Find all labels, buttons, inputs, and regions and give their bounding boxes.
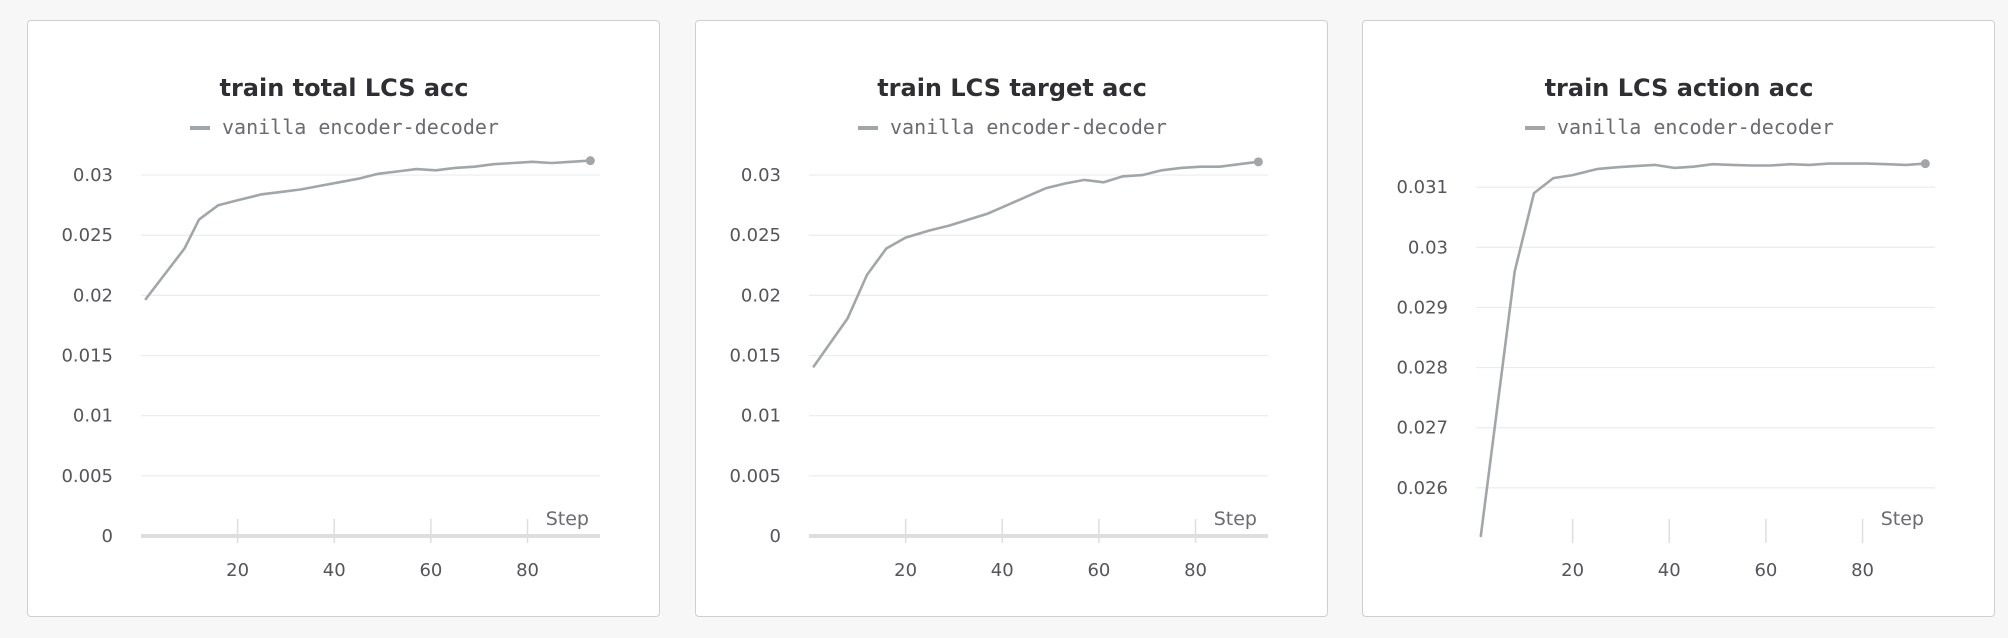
legend-label: vanilla encoder-decoder <box>890 115 1167 139</box>
y-tick-label: 0.025 <box>61 225 113 246</box>
y-tick-label: 0.03 <box>1408 237 1448 258</box>
series-end-point <box>1253 157 1263 167</box>
x-tick-label: 20 <box>894 560 917 581</box>
y-tick-label: 0.027 <box>1396 418 1448 439</box>
y-tick-label: 0.02 <box>73 285 113 306</box>
chart-svg: train LCS action acc vanilla encoder-dec… <box>1396 74 1935 581</box>
x-tick-label: 60 <box>1754 560 1777 581</box>
y-tick-label: 0.031 <box>1396 177 1448 198</box>
chart-panel-lcs-target-acc: train LCS target acc vanilla encoder-dec… <box>695 20 1328 617</box>
y-tick-label: 0.028 <box>1396 358 1448 379</box>
y-tick-label: 0 <box>102 526 113 547</box>
y-tick-label: 0 <box>770 526 781 547</box>
series-end-point <box>1920 159 1930 169</box>
y-tick-label: 0.025 <box>729 225 781 246</box>
y-tick-label: 0.029 <box>1396 297 1448 318</box>
chart-panel-total-lcs-acc: train total LCS acc vanilla encoder-deco… <box>27 20 660 617</box>
legend-label: vanilla encoder-decoder <box>222 115 499 139</box>
legend-swatch <box>858 126 878 130</box>
x-tick-label: 40 <box>1658 560 1681 581</box>
series-end-point <box>585 156 595 166</box>
legend-swatch <box>190 126 210 130</box>
series-line <box>144 159 592 301</box>
y-tick-label: 0.03 <box>741 165 781 186</box>
y-tick-label: 0.005 <box>729 466 781 487</box>
legend-swatch <box>1525 126 1545 130</box>
x-tick-label: 40 <box>323 560 346 581</box>
x-axis-label: Step <box>1881 508 1924 530</box>
x-tick-label: 60 <box>1087 560 1110 581</box>
y-tick-label: 0.005 <box>61 466 113 487</box>
chart-title: train LCS target acc <box>877 74 1147 102</box>
chart-title: train LCS action acc <box>1545 74 1814 102</box>
y-tick-label: 0.02 <box>741 285 781 306</box>
chart-svg: train LCS target acc vanilla encoder-dec… <box>729 74 1268 581</box>
x-tick-label: 80 <box>1184 560 1207 581</box>
legend-label: vanilla encoder-decoder <box>1557 115 1834 139</box>
chart-panel-lcs-action-acc: train LCS action acc vanilla encoder-dec… <box>1362 20 1995 617</box>
series-line <box>1479 162 1927 538</box>
x-tick-label: 20 <box>226 560 249 581</box>
y-tick-label: 0.026 <box>1396 478 1448 499</box>
x-tick-label: 20 <box>1561 560 1584 581</box>
x-axis-label: Step <box>546 508 589 530</box>
x-axis-label: Step <box>1214 508 1257 530</box>
series-line <box>812 160 1260 368</box>
y-tick-label: 0.01 <box>741 406 781 427</box>
chart-svg: train total LCS acc vanilla encoder-deco… <box>61 74 600 581</box>
chart-title: train total LCS acc <box>219 74 468 102</box>
x-tick-label: 80 <box>516 560 539 581</box>
y-tick-label: 0.015 <box>729 346 781 367</box>
x-tick-label: 40 <box>991 560 1014 581</box>
y-tick-label: 0.015 <box>61 346 113 367</box>
x-tick-label: 80 <box>1851 560 1874 581</box>
y-tick-label: 0.03 <box>73 165 113 186</box>
y-tick-label: 0.01 <box>73 406 113 427</box>
x-tick-label: 60 <box>419 560 442 581</box>
